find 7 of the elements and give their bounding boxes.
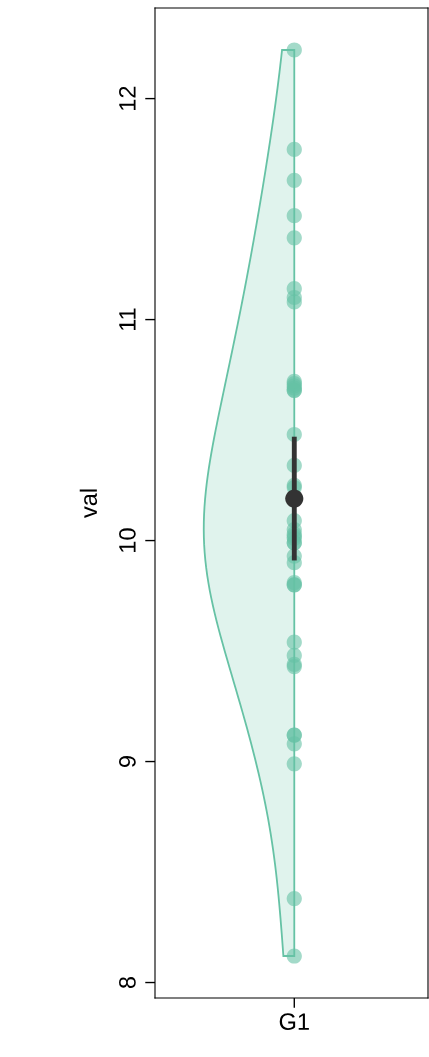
x-tick-label: G1 — [279, 1013, 309, 1030]
y-axis-title: val — [79, 489, 98, 519]
y-tick-label: 8 — [119, 976, 136, 989]
y-tick-label: 10 — [119, 528, 136, 552]
y-tick-label: 9 — [119, 756, 136, 768]
y-tick-label: 11 — [119, 308, 136, 331]
y-tick-label: 12 — [119, 86, 136, 110]
